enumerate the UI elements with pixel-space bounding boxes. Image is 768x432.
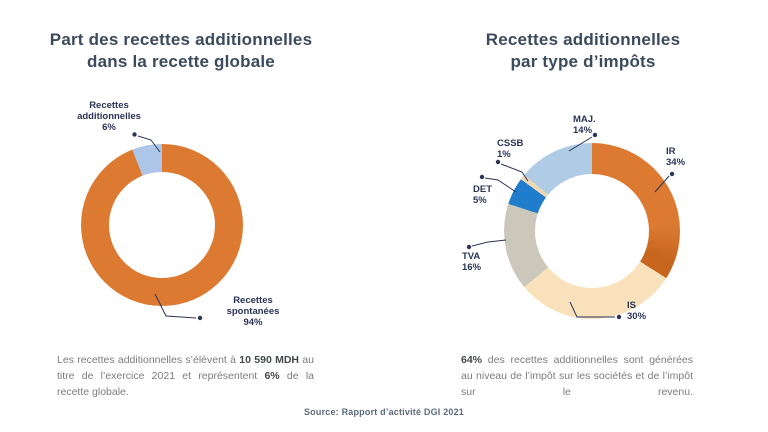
- donut-chart-type-impots: [504, 143, 680, 319]
- left-chart-title-line1: Part des recettes additionnelles: [49, 30, 313, 49]
- left-note-amount: 10 590 MDH: [239, 354, 299, 366]
- left-chart-title: Part des recettes additionnelles dans la…: [26, 29, 336, 73]
- left-note-pre: Les recettes additionnelles s’élèvent à: [57, 354, 240, 366]
- left-note-post: de la recette globale.: [57, 370, 314, 398]
- left-chart-note: Les recettes additionnelles s’élèvent à …: [57, 352, 314, 400]
- label-recettes-spontanees: Recettes spontanées 94%: [209, 295, 297, 328]
- label-maj: MAJ. 14%: [573, 114, 596, 136]
- label-maj-pct: 14%: [573, 125, 593, 136]
- label-recettes-additionnelles-text: Recettes additionnelles: [77, 100, 141, 122]
- donut-chart-recette-globale: [81, 144, 243, 306]
- right-chart-title-line1: Recettes additionnelles: [485, 30, 681, 49]
- label-ir: IR 34%: [666, 146, 685, 168]
- label-det-pct: 5%: [473, 195, 487, 206]
- label-ir-text: IR: [666, 146, 676, 157]
- label-tva-pct: 16%: [462, 262, 482, 273]
- label-recettes-spontanees-text: Recettes spontanées: [226, 295, 280, 317]
- left-note-mid: au titre de l’exercice 2021 et représent…: [57, 354, 314, 382]
- label-det: DET 5%: [473, 184, 492, 206]
- right-chart-title: Recettes additionnelles par type d’impôt…: [428, 29, 738, 73]
- label-recettes-spontanees-pct: 94%: [243, 317, 263, 328]
- right-chart-title-line2: par type d’impôts: [510, 52, 656, 71]
- left-chart-title-line2: dans la recette globale: [87, 52, 275, 71]
- label-recettes-additionnelles: Recettes additionnelles 6%: [65, 100, 153, 133]
- label-tva-text: TVA: [462, 251, 481, 262]
- left-note-percent: 6%: [264, 370, 280, 382]
- right-note-percent: 64%: [461, 354, 483, 366]
- label-cssb: CSSB 1%: [497, 138, 523, 160]
- label-maj-text: MAJ.: [573, 114, 596, 125]
- label-cssb-pct: 1%: [497, 149, 511, 160]
- label-det-text: DET: [473, 184, 492, 195]
- label-tva: TVA 16%: [462, 251, 481, 273]
- right-chart-note: 64% des recettes additionnelles sont gén…: [461, 352, 693, 400]
- label-is-text: IS: [627, 300, 636, 311]
- source-note: Source: Rapport d’activité DGI 2021: [303, 407, 465, 417]
- label-recettes-additionnelles-pct: 6%: [102, 122, 116, 133]
- donut-hole: [109, 172, 215, 278]
- label-is: IS 30%: [627, 300, 646, 322]
- donut-hole: [535, 174, 649, 288]
- label-is-pct: 30%: [627, 311, 647, 322]
- label-ir-pct: 34%: [666, 157, 686, 168]
- right-note-rest: des recettes additionnelles sont générée…: [461, 354, 693, 398]
- label-cssb-text: CSSB: [497, 138, 524, 149]
